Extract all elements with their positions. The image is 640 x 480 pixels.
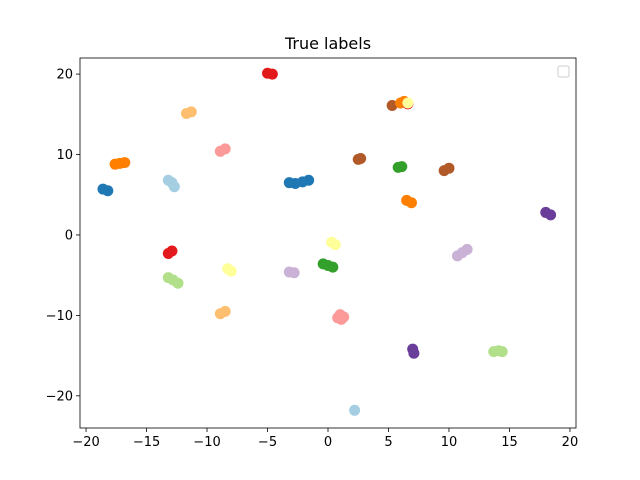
y-tick-label-2: 0 (65, 228, 73, 243)
legend-box (557, 65, 570, 78)
x-tick-label-5: 5 (384, 435, 392, 450)
data-point-23-1 (219, 305, 231, 317)
data-point-8-1 (396, 161, 408, 173)
data-point-26-2 (496, 346, 508, 358)
y-tick-label-1: −10 (46, 309, 73, 324)
data-point-16-1 (166, 245, 178, 257)
data-point-5-2 (168, 181, 180, 193)
data-point-2-2 (119, 157, 131, 169)
x-tick-label-0: −20 (72, 435, 99, 450)
data-point-22-2 (172, 277, 184, 289)
data-point-10-0 (386, 99, 398, 111)
data-point-21-1 (225, 265, 237, 277)
y-axis: −20 −10 0 10 20 (46, 68, 80, 404)
data-point-15-1 (545, 209, 557, 221)
data-point-1-1 (185, 106, 197, 118)
y-tick-label-3: 10 (56, 148, 73, 163)
data-point-27-0 (349, 404, 361, 416)
x-tick-label-3: −5 (258, 435, 277, 450)
x-tick-label-8: 20 (562, 435, 579, 450)
data-point-6-3 (303, 174, 315, 186)
x-tick-label-1: −15 (133, 435, 160, 450)
x-tick-label-7: 15 (501, 435, 518, 450)
data-point-4-1 (102, 185, 114, 197)
data-point-9-1 (443, 162, 455, 174)
data-point-24-3 (335, 313, 347, 325)
x-axis: −20 −15 −10 −5 0 5 10 15 20 (72, 428, 578, 450)
data-point-14-1 (405, 197, 417, 209)
data-point-7-1 (355, 153, 367, 165)
data-point-18-2 (461, 243, 473, 255)
x-tick-label-2: −10 (193, 435, 220, 450)
data-point-3-1 (219, 143, 231, 155)
data-point-20-1 (288, 267, 300, 279)
chart-title: True labels (284, 34, 371, 53)
data-point-17-1 (329, 239, 341, 251)
y-tick-label-4: 20 (56, 68, 73, 83)
points-layer (97, 67, 557, 416)
x-tick-label-6: 10 (441, 435, 458, 450)
data-point-0-1 (266, 68, 278, 80)
data-point-13-0 (402, 97, 414, 109)
data-point-25-1 (408, 347, 420, 359)
y-tick-label-0: −20 (46, 389, 73, 404)
data-point-19-2 (327, 261, 339, 273)
x-tick-label-4: 0 (324, 435, 332, 450)
